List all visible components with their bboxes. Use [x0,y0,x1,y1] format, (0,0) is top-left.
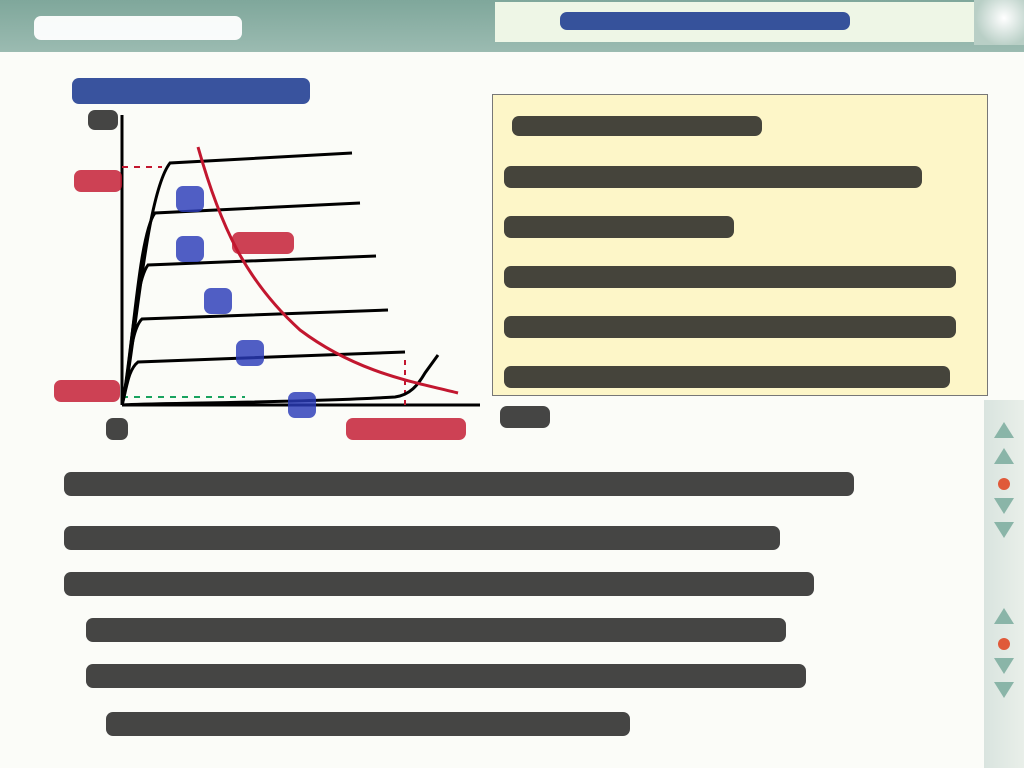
section-heading-shape [72,78,310,104]
pcm-label-shape [232,232,294,254]
safe-zone-char-1 [176,186,204,212]
ubrceo-label-shape [346,418,466,440]
nav-down-icon[interactable] [992,682,1016,704]
nav-home-icon[interactable] [992,634,1016,656]
body-line-2-shape [64,526,780,550]
chapter-title-shape [560,12,850,30]
given-line-5-shape [504,316,956,338]
safe-zone-char-3 [204,288,232,314]
nav-up-icon[interactable] [992,448,1016,470]
body-line-4-shape [86,618,786,642]
body-line-5-shape [86,664,806,688]
nav-down-icon[interactable] [992,658,1016,680]
side-navigation [984,400,1024,768]
body-line-6-shape [106,712,630,736]
nav-down-icon[interactable] [992,522,1016,544]
body-line-1-shape [64,472,854,496]
given-line-3-shape [504,216,734,238]
given-line-1-shape [512,116,762,136]
ic-axis-label-shape [88,110,118,130]
curve-1 [120,151,353,406]
icm-label-shape [74,170,122,192]
curve-5 [120,350,406,406]
iceo-label-shape [54,380,120,402]
given-conditions-box [492,94,988,396]
given-line-4-shape [504,266,956,288]
curve-3 [120,254,377,406]
nav-down-icon[interactable] [992,498,1016,520]
corner-ornament [974,0,1024,45]
course-title-shape [34,16,242,40]
curve-6 [121,354,440,407]
nav-up-icon[interactable] [992,422,1016,444]
given-line-2-shape [504,166,922,188]
nav-home-icon[interactable] [992,474,1016,496]
uce-axis-label-shape [500,406,550,428]
power-hyperbola [196,146,459,395]
origin-label-shape [106,418,128,440]
characteristic-diagram [120,115,480,407]
safe-zone-char-2 [176,236,204,262]
body-line-3-shape [64,572,814,596]
given-line-6-shape [504,366,950,388]
safe-zone-char-5 [288,392,316,418]
nav-up-icon[interactable] [992,608,1016,630]
safe-zone-char-4 [236,340,264,366]
